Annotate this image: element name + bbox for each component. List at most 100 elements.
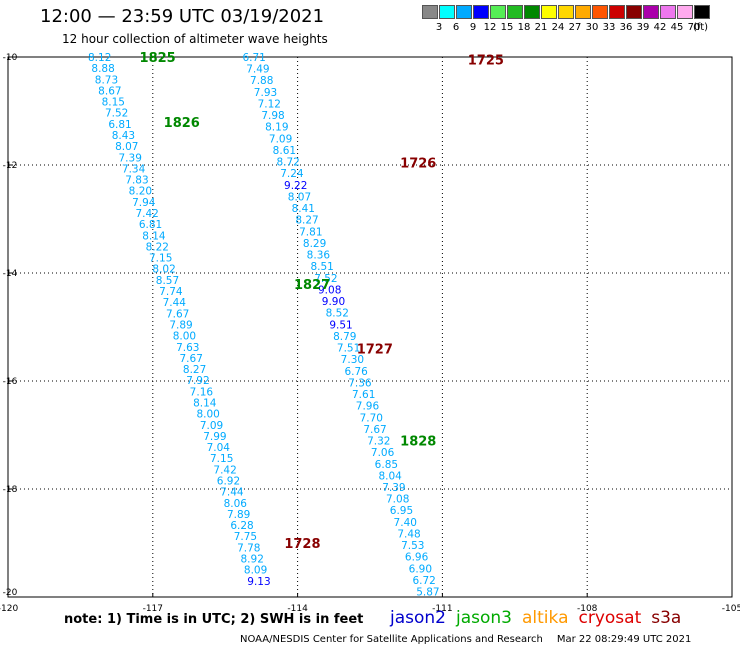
orbit-number-label: 1727 (357, 343, 393, 358)
wave-height-value: 8.07 (288, 191, 311, 203)
wave-height-value: 8.12 (88, 52, 111, 64)
legend-item: cryosat (578, 608, 642, 628)
wave-height-value: 7.48 (397, 528, 420, 540)
legend-item: s3a (651, 608, 682, 628)
wave-height-value: 8.19 (265, 122, 288, 134)
wave-height-value: 7.63 (176, 342, 199, 354)
scale-label: 36 (619, 22, 633, 33)
wave-height-value: 7.04 (207, 442, 231, 454)
satellite-legend: jason2 jason3 altika cryosat s3a (390, 608, 691, 628)
wave-height-value: 9.08 (318, 284, 341, 296)
wave-height-value: 7.93 (254, 87, 277, 99)
scale-swatch (422, 5, 438, 19)
scale-swatch (660, 5, 676, 19)
lat-tick-label: -16 (3, 377, 18, 387)
wave-height-value: 8.09 (244, 565, 267, 577)
wave-height-value: 7.67 (180, 353, 203, 365)
wave-height-value: 8.00 (173, 331, 196, 343)
scale-swatch (490, 5, 506, 19)
wave-height-value: 7.16 (190, 386, 214, 398)
wave-height-value: 7.67 (166, 308, 189, 320)
wave-height-value: 8.73 (95, 74, 118, 86)
scale-label: 15 (500, 22, 514, 33)
scale-swatch (694, 5, 710, 19)
wave-height-value: 8.02 (152, 264, 175, 276)
orbit-number-label: 1825 (140, 51, 176, 66)
credit-line: NOAA/NESDIS Center for Satellite Applica… (240, 634, 691, 645)
wave-height-value: 8.57 (156, 275, 179, 287)
lat-tick-label: -14 (3, 269, 18, 279)
map-frame (7, 56, 733, 598)
lat-tick-label: -18 (3, 485, 18, 495)
orbit-number-label: 1828 (400, 434, 436, 449)
wave-height-value: 7.34 (122, 163, 146, 175)
wave-height-value: 8.79 (333, 331, 356, 343)
scale-swatch (592, 5, 608, 19)
scale-swatch (541, 5, 557, 19)
wave-height-value: 8.72 (276, 157, 299, 169)
wave-height-value: 8.22 (146, 241, 169, 253)
scale-label: 18 (517, 22, 531, 33)
wave-height-value: 7.89 (227, 509, 250, 521)
wave-height-value: 8.27 (183, 364, 206, 376)
wave-height-value: 8.20 (129, 186, 152, 198)
orbit-number-label: 1725 (468, 54, 504, 69)
wave-height-value: 8.14 (142, 230, 166, 242)
scale-label: 27 (568, 22, 582, 33)
wave-height-value: 6.90 (409, 563, 432, 575)
wave-height-value: 7.70 (360, 412, 383, 424)
wave-height-value: 8.41 (292, 203, 315, 215)
timestamp: Mar 22 08:29:49 UTC 2021 (556, 634, 692, 645)
wave-height-value: 7.09 (269, 133, 292, 145)
wave-height-value: 7.40 (394, 517, 417, 529)
wave-height-value: 7.15 (149, 253, 172, 265)
wave-height-value: 8.51 (310, 261, 333, 273)
scale-swatch (643, 5, 659, 19)
wave-height-value: 8.52 (326, 308, 349, 320)
scale-swatch (456, 5, 472, 19)
wave-height-value: 8.67 (98, 85, 121, 97)
wave-height-value: 7.44 (220, 487, 244, 499)
wave-height-value: 7.99 (203, 431, 226, 443)
wave-height-value: 8.92 (241, 554, 264, 566)
scale-label: 42 (653, 22, 667, 33)
wave-height-value: 7.15 (210, 453, 233, 465)
wave-height-value: 7.74 (159, 286, 183, 298)
wave-height-value: 7.42 (213, 464, 236, 476)
footer-note: note: 1) Time is in UTC; 2) SWH is in fe… (64, 612, 364, 627)
scale-unit: (ft) (693, 22, 709, 33)
legend-item: altika (522, 608, 569, 628)
wave-height-value: 7.24 (280, 168, 304, 180)
wave-height-value: 7.81 (299, 226, 322, 238)
wave-height-value: 8.43 (112, 130, 135, 142)
wave-height-value: 7.52 (314, 273, 337, 285)
lon-tick-label: -105 (722, 604, 740, 614)
wave-height-value: 7.44 (163, 297, 187, 309)
scale-swatch (473, 5, 489, 19)
wave-height-value: 8.27 (295, 215, 318, 227)
scale-label: 12 (483, 22, 497, 33)
wave-height-value: 6.71 (242, 52, 265, 64)
wave-height-value: 8.06 (224, 498, 248, 510)
wave-height-value: 7.32 (367, 436, 390, 448)
scale-swatch (609, 5, 625, 19)
lon-tick-label: -117 (143, 604, 163, 614)
wave-height-value: 7.36 (348, 377, 372, 389)
wave-height-value: 7.61 (352, 389, 375, 401)
lon-tick-label: -114 (287, 604, 308, 614)
wave-height-value: 8.15 (102, 97, 125, 109)
wave-height-value: 7.51 (337, 343, 360, 355)
wave-height-value: 9.13 (247, 576, 270, 588)
wave-height-value: 7.06 (371, 447, 395, 459)
wave-height-value: 9.51 (329, 319, 352, 331)
wave-height-value: 6.81 (139, 219, 162, 231)
wave-height-value: 8.07 (115, 141, 138, 153)
page-title: 12:00 — 23:59 UTC 03/19/2021 (40, 6, 325, 27)
wave-height-value: 7.67 (363, 424, 386, 436)
scale-swatch (558, 5, 574, 19)
wave-height-value: 8.36 (307, 250, 331, 262)
scale-label: 39 (636, 22, 650, 33)
lon-tick-label: -111 (432, 604, 452, 614)
wave-height-value: 7.78 (237, 542, 260, 554)
